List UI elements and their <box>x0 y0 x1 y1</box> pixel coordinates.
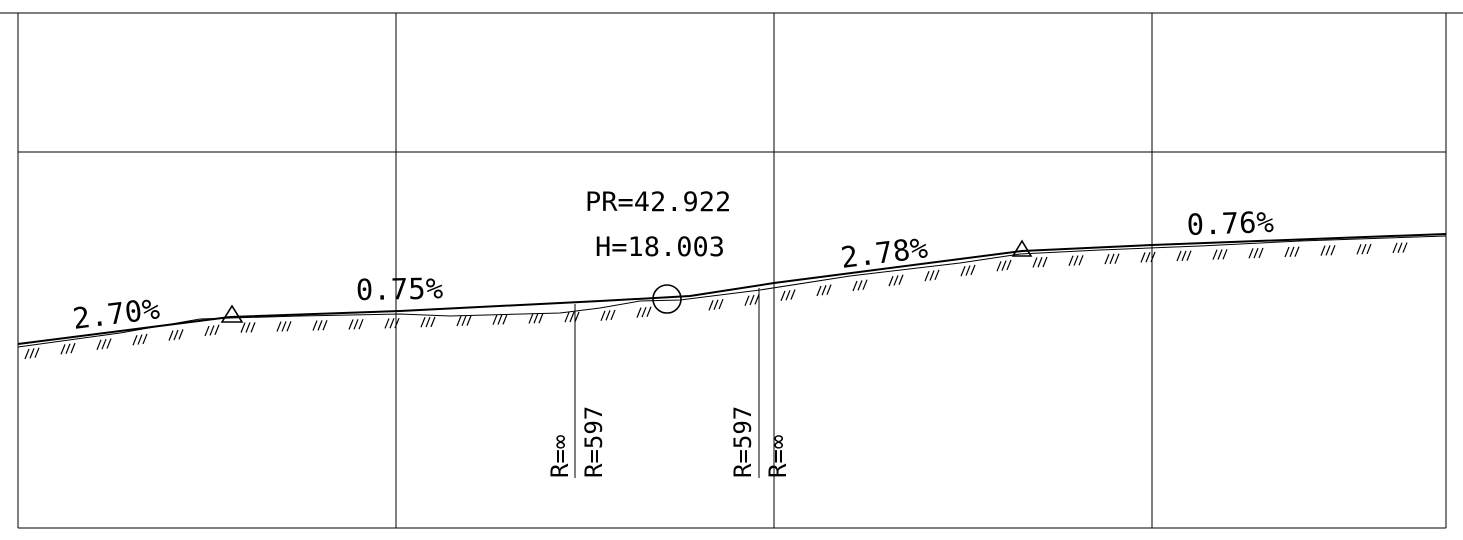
hatch-mark <box>1104 253 1120 265</box>
grade-label-4: 0.76% <box>1186 205 1274 242</box>
hatch-mark <box>1248 247 1264 259</box>
hatch-mark <box>600 309 616 322</box>
vertex-marker-left <box>220 304 244 323</box>
vertex-circle <box>652 284 682 314</box>
hatch-mark <box>1068 255 1084 267</box>
hatch-mark <box>384 317 400 329</box>
vertex-elevation-label: H=18.003 <box>595 232 725 263</box>
vertex-station-label: PR=42.922 <box>585 187 731 218</box>
radius-label-right-curve: R=597 <box>729 406 757 478</box>
hatch-mark <box>816 284 832 297</box>
hatch-mark <box>1356 243 1372 255</box>
hatch-mark <box>312 320 328 331</box>
grade-label-1: 2.70% <box>71 292 162 336</box>
hatch-mark <box>1032 256 1048 268</box>
radius-label-left-curve: R=597 <box>580 406 608 478</box>
hatch-mark <box>708 298 724 311</box>
radius-label-left-straight: R=∞ <box>546 435 574 478</box>
hatch-mark <box>168 329 184 341</box>
vertex-marker-right <box>1011 239 1033 257</box>
hatch-mark <box>132 333 148 346</box>
hatch-mark <box>1212 249 1228 260</box>
hatch-mark <box>1176 250 1192 262</box>
hatch-mark <box>348 318 364 330</box>
grid <box>0 12 1463 529</box>
ground-hatching <box>24 242 1408 360</box>
hatch-mark <box>1284 246 1300 258</box>
hatch-mark <box>564 311 580 323</box>
hatch-mark <box>924 269 940 282</box>
hatch-mark <box>204 324 220 337</box>
grade-label-2: 0.75% <box>356 271 444 307</box>
hatch-mark <box>888 274 904 287</box>
hatch-mark <box>636 306 652 318</box>
hatch-mark <box>456 315 472 327</box>
hatch-mark <box>276 321 292 332</box>
hatch-mark <box>780 289 796 302</box>
existing-ground-line <box>17 235 1447 348</box>
hatch-mark <box>60 342 76 355</box>
hatch-mark <box>1320 245 1336 256</box>
hatch-mark <box>1392 242 1408 254</box>
hatch-mark <box>96 338 112 351</box>
hatch-mark <box>996 259 1012 272</box>
hatch-mark <box>528 312 544 324</box>
hatch-mark <box>852 279 868 292</box>
hatch-mark <box>492 314 508 325</box>
design-profile-line <box>17 233 1447 345</box>
hatch-mark <box>744 294 760 306</box>
radius-label-right-straight: R=∞ <box>764 435 792 478</box>
hatch-mark <box>240 322 256 333</box>
hatch-mark <box>420 316 436 328</box>
hatch-mark <box>1140 251 1156 263</box>
hatch-mark <box>24 347 40 360</box>
hatch-mark <box>960 264 976 277</box>
